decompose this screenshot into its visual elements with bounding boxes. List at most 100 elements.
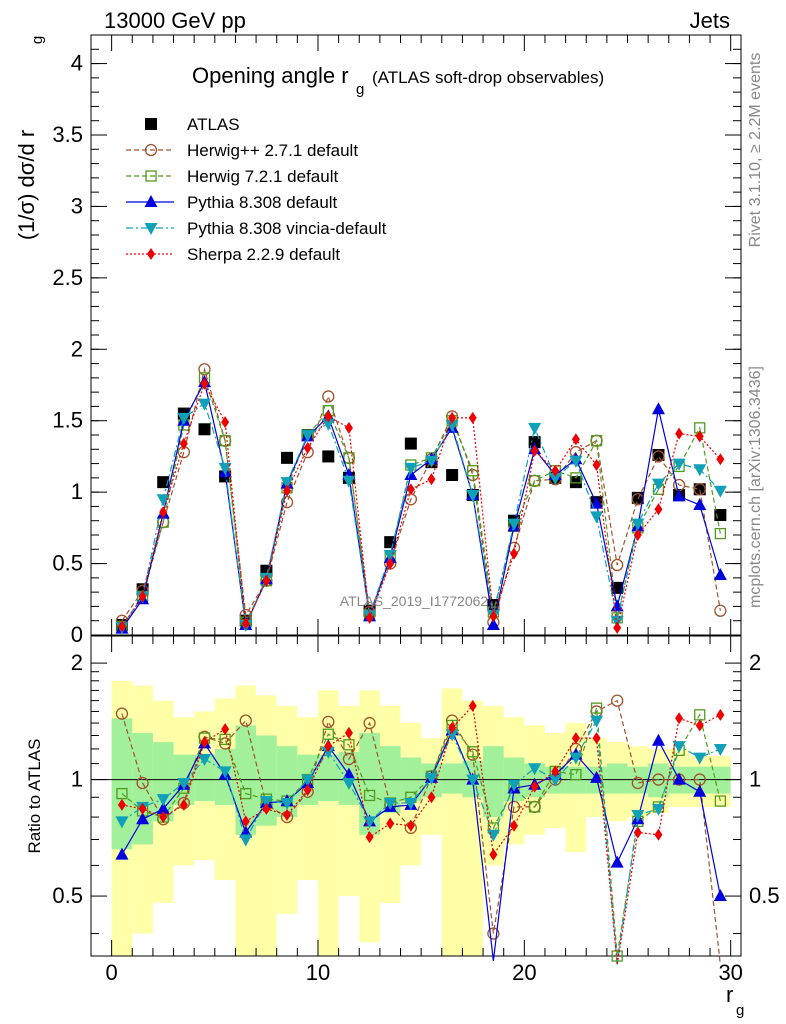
ratio-point bbox=[713, 743, 727, 756]
ratio-point bbox=[321, 746, 335, 759]
data-point bbox=[177, 412, 191, 425]
ratio-ytick-label: 0.5 bbox=[52, 883, 83, 908]
ratio-point bbox=[283, 808, 292, 821]
mcplots-side-text-group: mcplots.cern.ch [arXiv:1306.3436] bbox=[747, 366, 764, 608]
ratio-point bbox=[654, 828, 663, 841]
ratio-point bbox=[239, 714, 252, 727]
band-outer bbox=[441, 688, 463, 956]
ratio-point bbox=[200, 736, 209, 749]
band-inner bbox=[710, 766, 731, 794]
ratio-point bbox=[468, 699, 477, 712]
ratio-point bbox=[693, 752, 707, 765]
ratio-point bbox=[406, 819, 415, 832]
data-point bbox=[197, 398, 211, 411]
data-point bbox=[590, 511, 604, 524]
data-point bbox=[507, 518, 521, 531]
legend-marker bbox=[144, 223, 158, 235]
ratio-point bbox=[489, 848, 498, 861]
data-point bbox=[631, 518, 645, 531]
data-point bbox=[468, 411, 477, 424]
data-point bbox=[693, 483, 706, 496]
data-point bbox=[654, 503, 663, 516]
data-point bbox=[301, 430, 315, 442]
ratio-point bbox=[716, 708, 725, 721]
data-point bbox=[613, 621, 622, 634]
ratio-point bbox=[445, 729, 459, 742]
data-point bbox=[548, 472, 562, 485]
axis-ticks: 00.511.522.533.540.5 0.51 12 20 10 20 30 bbox=[52, 35, 780, 985]
ratio-point bbox=[569, 752, 583, 765]
ratio-point bbox=[280, 797, 294, 810]
main-ylabel-sub: g bbox=[29, 36, 46, 44]
ratio-point bbox=[116, 787, 128, 800]
data-point bbox=[651, 402, 665, 415]
legend-marker bbox=[144, 143, 158, 157]
rivet-side-text: Rivet 3.1.10, ≥ 2.2M events bbox=[747, 53, 764, 248]
ratio-point bbox=[530, 780, 539, 793]
data-point bbox=[611, 558, 624, 572]
ratio-ytick-label-right: 0.5 bbox=[749, 883, 780, 908]
main-ytick-label: 3 bbox=[71, 193, 83, 218]
ratio-point bbox=[179, 798, 188, 811]
band-inner bbox=[483, 746, 504, 818]
ratio-point bbox=[363, 789, 376, 802]
xtick-label: 10 bbox=[306, 960, 330, 985]
ratio-point bbox=[448, 721, 457, 734]
ratio-point bbox=[651, 733, 665, 746]
data-point bbox=[386, 557, 395, 570]
data-point bbox=[198, 363, 211, 376]
ratio-point bbox=[117, 798, 126, 811]
ratio-point bbox=[466, 774, 480, 787]
legend-marker bbox=[144, 195, 158, 207]
ratio-point bbox=[115, 816, 129, 829]
ratio-point bbox=[262, 802, 271, 815]
data-point bbox=[569, 476, 582, 489]
ratio-point bbox=[136, 776, 149, 790]
data-point bbox=[510, 547, 519, 560]
ratio-point bbox=[510, 819, 519, 832]
ratio-point bbox=[159, 811, 168, 824]
ratio-point bbox=[548, 774, 562, 787]
data-point bbox=[365, 611, 374, 624]
ratio-point bbox=[610, 855, 624, 868]
ratio-point bbox=[386, 817, 395, 830]
series-line bbox=[121, 366, 721, 623]
series-5 bbox=[117, 377, 725, 634]
ratio-point bbox=[383, 797, 397, 810]
main-ylabel-sub-group: g bbox=[29, 36, 46, 44]
data-point bbox=[672, 458, 686, 471]
data-point bbox=[633, 529, 642, 541]
ratio-point bbox=[551, 765, 560, 778]
data-point bbox=[610, 599, 624, 612]
legend-entry: Herwig 7.2.1 default bbox=[126, 167, 338, 186]
main-ytick-label: 2.5 bbox=[52, 265, 83, 290]
data-point bbox=[529, 475, 541, 487]
series-4 bbox=[115, 398, 727, 635]
band-outer bbox=[317, 690, 339, 956]
ratio-point bbox=[303, 783, 312, 796]
legend-entry: Herwig++ 2.7.1 default bbox=[126, 141, 358, 160]
data-point bbox=[342, 475, 356, 488]
ratio-point bbox=[592, 732, 601, 745]
data-point bbox=[159, 506, 168, 519]
ratio-point bbox=[365, 831, 374, 844]
chart-title-main: Opening angle r bbox=[192, 63, 349, 88]
ratio-point bbox=[672, 741, 686, 754]
watermark: ATLAS_2019_I1772062 bbox=[340, 593, 489, 609]
ratio-point bbox=[240, 787, 252, 800]
legend-entry: Pythia 8.308 default bbox=[126, 193, 338, 212]
x-axis-label: r bbox=[726, 982, 733, 1007]
data-point bbox=[693, 498, 707, 510]
band-inner bbox=[235, 725, 257, 835]
ratio-point bbox=[241, 815, 250, 828]
ratio-point bbox=[427, 791, 436, 804]
data-point bbox=[489, 610, 498, 623]
ratio-point bbox=[570, 768, 582, 781]
data-point bbox=[283, 484, 292, 497]
main-ytick-label: 1.5 bbox=[52, 408, 83, 433]
data-point bbox=[198, 423, 211, 436]
data-point bbox=[322, 390, 335, 403]
data-point bbox=[695, 430, 704, 443]
data-point bbox=[404, 437, 417, 450]
ratio-series-line bbox=[121, 699, 721, 965]
